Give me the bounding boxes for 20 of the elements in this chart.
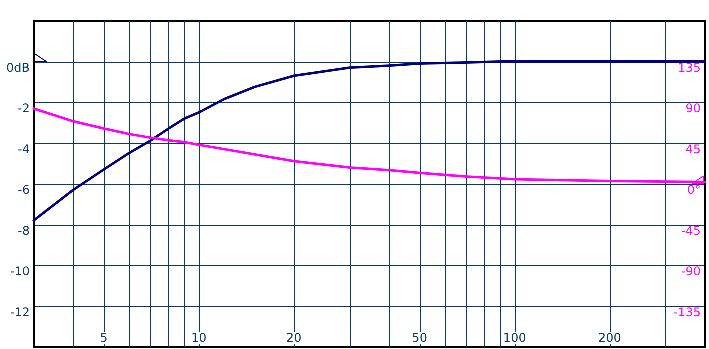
y2-tick-label: -135 — [674, 305, 701, 320]
y2-tick-label: -90 — [681, 264, 701, 278]
y-tick-label: -6 — [18, 183, 30, 197]
x-tick-label: 20 — [286, 331, 302, 345]
y2-tick-label: 0° — [687, 183, 701, 197]
x-tick-label: 100 — [503, 331, 526, 345]
y2-tick-label: -45 — [681, 224, 701, 238]
x-tick-label: 5 — [100, 331, 108, 345]
y-tick-label: -4 — [18, 142, 30, 156]
y-tick-label: -12 — [10, 305, 30, 320]
y2-tick-label: 90 — [686, 102, 701, 116]
y-tick-label: 0dB — [6, 60, 30, 75]
x-tick-label: 10 — [191, 331, 207, 345]
y-tick-label: -2 — [18, 102, 30, 116]
y2-tick-label: 45 — [686, 142, 701, 156]
y-tick-label: -8 — [18, 224, 30, 238]
y-tick-label: -10 — [10, 264, 30, 278]
y2-tick-label: 135 — [678, 60, 701, 75]
x-tick-label: 200 — [598, 331, 622, 345]
x-tick-label: 50 — [412, 331, 428, 345]
